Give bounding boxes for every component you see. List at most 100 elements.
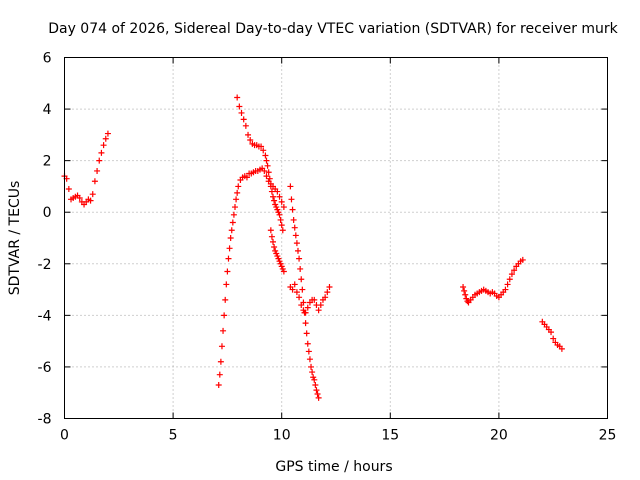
y-tick-label: 2 [43,154,52,170]
data-point [258,143,265,150]
data-point [91,178,98,185]
data-point [299,286,306,293]
data-point [296,294,303,301]
data-point [315,394,322,401]
data-point [461,287,468,294]
data-point [218,343,225,350]
data-point [104,130,111,137]
data-point [261,167,268,174]
data-point [326,283,333,290]
data-point [277,216,284,223]
series-arc-7 [460,256,526,306]
data-point [100,142,107,149]
y-tick-label: 6 [43,51,52,67]
data-point [502,286,509,293]
data-point [303,330,310,337]
data-point [265,169,272,176]
y-tick-label: -8 [38,412,52,428]
data-point [102,135,109,142]
data-point [226,245,233,252]
x-tick-label: 5 [169,428,178,444]
series-arc-4 [267,227,287,275]
data-point [221,312,228,319]
data-point [304,304,311,311]
data-point [298,302,305,309]
y-tick-label: -2 [38,257,52,273]
data-point [309,369,316,376]
data-point [548,329,555,336]
data-point [276,193,283,200]
data-point [305,348,312,355]
chart-title: Day 074 of 2026, Sidereal Day-to-day VTE… [48,21,618,37]
data-point [228,227,235,234]
data-point [287,183,294,190]
x-axis-label: GPS time / hours [275,459,392,475]
data-point [243,174,250,181]
data-point [519,256,526,263]
data-point [276,211,283,218]
data-point [314,391,321,398]
data-point [232,204,239,211]
data-point [94,167,101,174]
data-point [311,376,318,383]
data-point [268,233,275,240]
tick-labels: 0 5 10 15 20 25 -8 -6 -4 -2 0 2 4 6 [38,51,617,444]
data-point [289,286,296,293]
data-point [280,204,287,211]
x-tick-label: 0 [60,428,69,444]
data-point [291,281,298,288]
plot-frame [64,57,608,419]
data-point [238,109,245,116]
data-point [311,296,318,303]
data-point [262,152,269,159]
data-point [558,345,565,352]
x-tick-label: 10 [273,428,291,444]
data-point [270,238,277,245]
y-tick-label: -6 [38,360,52,376]
data-point [227,235,234,241]
data-point [293,240,300,247]
data-point [296,255,303,262]
series-arc-8 [539,318,565,352]
data-point [289,206,296,213]
data-point [308,363,315,370]
data-point [247,137,254,144]
data-point [322,294,329,301]
series-arc-6 [287,281,333,316]
data-point [297,265,304,272]
data-point [312,381,319,388]
data-point [234,94,241,101]
data-point [234,189,241,196]
data-points [61,94,565,401]
x-tick-label: 15 [381,428,399,444]
data-point [280,268,287,275]
data-point [298,276,305,283]
data-point [313,387,320,394]
data-point [98,149,105,156]
data-point [464,298,471,305]
y-tick-label: -4 [38,308,52,324]
data-point [235,183,242,190]
x-tick-label: 25 [599,428,617,444]
data-point [263,173,270,180]
series-arc-5 [287,183,322,401]
data-point [76,195,83,202]
y-tick-label: 0 [43,205,52,221]
data-point [264,162,271,169]
data-point [215,381,222,388]
data-point [274,188,281,195]
data-point [306,356,313,363]
data-point [266,175,273,182]
data-point [96,157,103,164]
data-point [290,216,297,223]
data-point [279,227,286,234]
data-point [550,335,557,342]
data-point [288,196,295,203]
data-point [294,247,301,254]
data-point [240,116,247,123]
data-point [224,268,231,275]
data-point [278,222,285,229]
data-point [508,271,515,278]
data-point [271,244,278,251]
series-arc-3 [234,94,286,234]
